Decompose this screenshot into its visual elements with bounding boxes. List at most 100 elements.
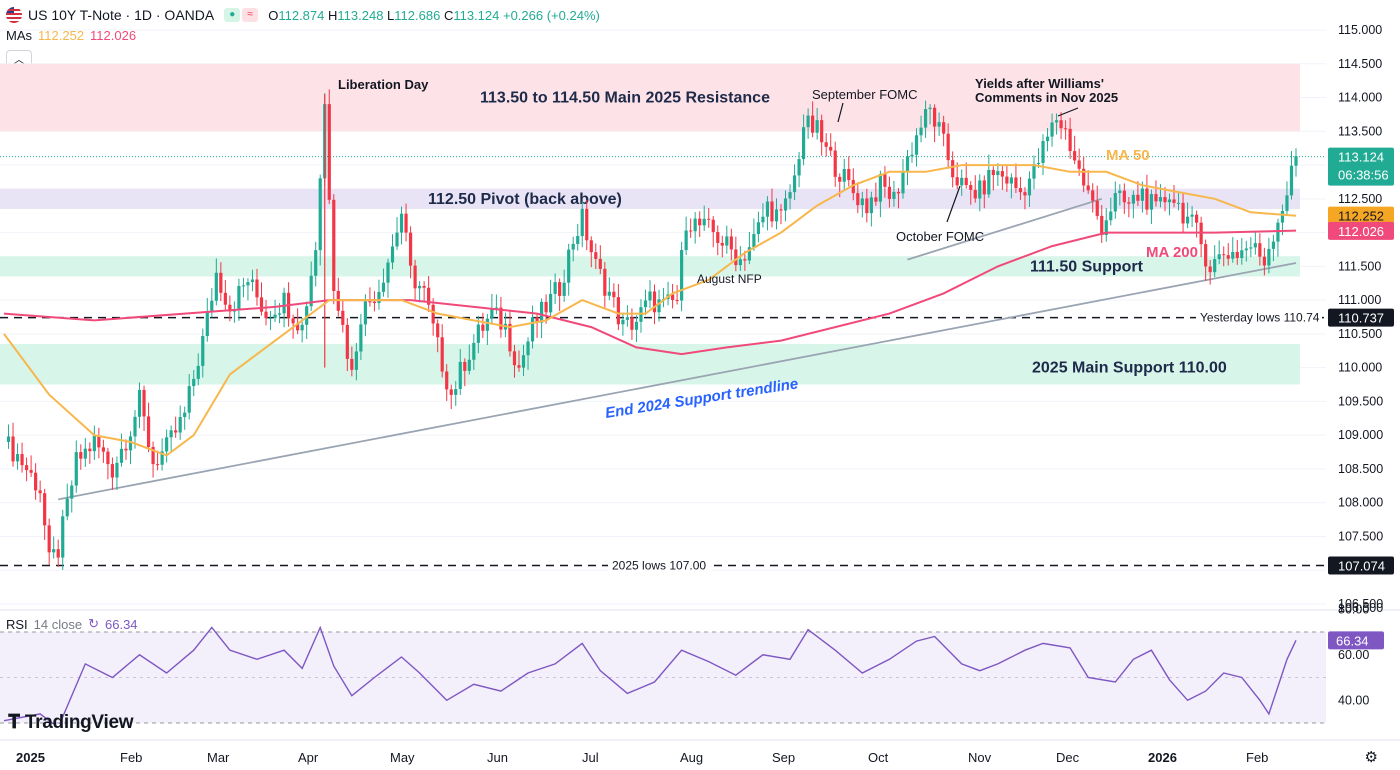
candle-body <box>811 115 815 133</box>
rsi-legend[interactable]: RSI 14 close ↻ 66.34 <box>6 616 138 632</box>
price-tag-value-ma200: 112.026 <box>1338 224 1384 239</box>
candle-body <box>1032 163 1036 179</box>
candle-body <box>255 279 259 298</box>
candle-body <box>625 317 630 320</box>
candle-body <box>449 389 453 395</box>
candle-body <box>151 446 155 465</box>
candle-body <box>214 272 218 301</box>
candle-body <box>874 197 878 202</box>
candle-body <box>508 323 512 352</box>
candle-body <box>1118 190 1122 194</box>
candle-body <box>914 135 919 155</box>
candle-body <box>856 193 860 206</box>
candle-body <box>607 291 611 296</box>
candle-body <box>1136 194 1140 201</box>
price-axis-label: 110.000 <box>1338 361 1382 375</box>
candle-body <box>309 275 313 307</box>
candle-body <box>612 291 616 298</box>
zone-main-support <box>0 344 1300 385</box>
candle-body <box>341 310 345 325</box>
candle-body <box>1113 193 1117 212</box>
candle-body <box>702 218 706 226</box>
ma200-legend-value: 112.026 <box>90 28 137 43</box>
candle-body <box>481 324 485 331</box>
candle-body <box>1158 197 1163 202</box>
candle-body <box>549 293 553 313</box>
candle-body <box>458 361 462 389</box>
price-axis-label: 112.500 <box>1338 192 1382 206</box>
candle-body <box>250 279 255 283</box>
settings-gear-icon[interactable]: ⚙ <box>1364 749 1378 766</box>
price-axis-label: 115.000 <box>1338 23 1382 37</box>
price-tag-ma50 <box>1328 206 1394 225</box>
ma50-line <box>3 164 1297 457</box>
candle-body <box>300 324 304 331</box>
candle-body <box>1235 252 1239 259</box>
candle-body <box>955 177 959 186</box>
candle-body <box>259 297 264 312</box>
candle-body <box>97 435 101 448</box>
rsi-cycle-icon: ↻ <box>88 616 99 631</box>
annotation-yields-williams-2: Comments in Nov 2025 <box>975 90 1118 105</box>
mas-legend[interactable]: MAs 112.252 112.026 <box>6 28 136 43</box>
candle-body <box>616 297 620 325</box>
x-axis-label: Dec <box>1056 750 1080 765</box>
candle-body <box>725 236 729 246</box>
candle-body <box>15 454 20 462</box>
x-axis-label: Sep <box>772 750 795 765</box>
price-tag-value-ma50: 112.252 <box>1338 209 1384 224</box>
ma50-legend-value: 112.252 <box>38 28 85 43</box>
candle-body <box>603 268 607 296</box>
candle-body <box>526 341 530 356</box>
candle-body <box>743 259 747 261</box>
candle-body <box>381 282 386 292</box>
line-label-yesterday-lows: Yesterday lows 110.74 <box>1200 311 1320 325</box>
candle-body <box>408 232 413 266</box>
candle-body <box>29 470 33 473</box>
candle-body <box>693 218 697 232</box>
candle-body <box>571 243 575 250</box>
candle-body <box>1077 160 1081 169</box>
candle-body <box>101 447 105 452</box>
candle-body <box>413 265 417 289</box>
candle-body <box>1131 194 1135 204</box>
candle-body <box>946 133 950 161</box>
candle-body <box>418 285 422 289</box>
symbol-title[interactable]: US 10Y T-Note · 1D · OANDA <box>28 7 215 23</box>
candle-body <box>833 150 837 177</box>
status-pill[interactable]: ● ≈ <box>224 8 259 22</box>
candle-body <box>472 342 476 360</box>
candle-body <box>1064 128 1068 130</box>
candle-body <box>192 378 196 387</box>
candle-body <box>88 448 92 452</box>
candle-body <box>440 337 444 372</box>
candle-body <box>530 317 535 342</box>
price-tag-value-last: 113.124 <box>1338 150 1384 165</box>
candle-body <box>174 430 178 433</box>
candle-body <box>774 209 779 222</box>
candle-body <box>345 324 349 359</box>
candle-body <box>56 549 60 558</box>
candle-body <box>630 317 634 330</box>
candle-body <box>820 120 824 143</box>
candle-body <box>756 222 761 235</box>
candle-body <box>1181 202 1185 224</box>
x-axis-label: Oct <box>868 750 889 765</box>
candle-body <box>1027 178 1032 196</box>
candle-body <box>241 285 246 287</box>
candle-body <box>52 549 56 553</box>
candle-body <box>196 365 200 379</box>
candle-body <box>1100 215 1104 235</box>
chevron-up-icon: ︿ <box>13 54 25 66</box>
candle-body <box>155 464 160 466</box>
tradingview-logo[interactable]: 𝐓 TradingView <box>8 712 134 733</box>
candle-body <box>422 285 426 288</box>
candle-body <box>788 192 792 199</box>
candle-body <box>1172 199 1176 203</box>
candle-body <box>1185 216 1190 224</box>
candle-body <box>928 107 932 110</box>
x-axis-label: May <box>390 750 415 765</box>
tp-mode-icon: ≈ <box>242 8 259 22</box>
candle-body <box>124 448 128 451</box>
